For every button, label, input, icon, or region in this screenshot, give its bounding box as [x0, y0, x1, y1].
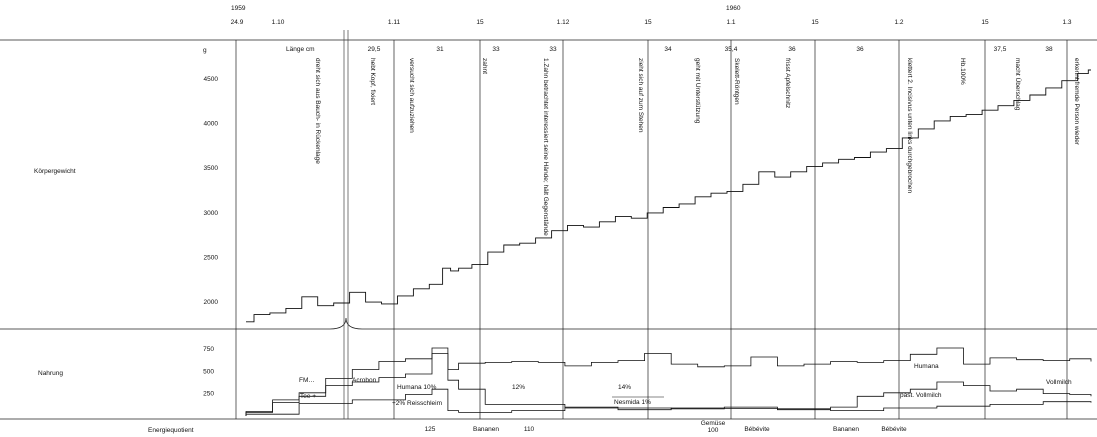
length-value: 33 [549, 46, 557, 53]
length-value: 34 [664, 46, 672, 53]
date-tick-label: 24.9 [231, 19, 244, 26]
year-label-1960: 1960 [726, 5, 741, 12]
energy-value: Bananen [473, 426, 499, 433]
food-annotation: Nesmida 1% [614, 399, 651, 406]
date-tick-label: 15 [811, 19, 819, 26]
length-value: 33 [492, 46, 500, 53]
food-annotation: +2% Reisschleim [392, 400, 442, 407]
date-tick-label: 1.3 [1062, 19, 1071, 26]
food-y-tick: 250 [203, 391, 214, 398]
weight-y-tick: 4500 [204, 76, 219, 83]
weight-series-line [246, 69, 1091, 323]
length-value: 38 [1045, 46, 1053, 53]
food-annotation: 12% [512, 384, 525, 391]
date-tick-label: 1.2 [894, 19, 903, 26]
food-panel-label: Nahrung [38, 370, 63, 377]
weight-y-tick: 2000 [204, 299, 219, 306]
event-label: versucht sich aufzuziehen [408, 58, 415, 133]
food-annotation: Acrobon [352, 377, 377, 384]
date-tick-label: 1.10 [272, 19, 285, 26]
weight-y-tick: 3500 [204, 165, 219, 172]
food-annotation: Tee + [300, 393, 316, 400]
event-label: zahnt [481, 58, 488, 74]
weight-y-tick: 4000 [204, 121, 219, 128]
event-label: 1.Zahn betrachtet interessiert seine Hän… [542, 58, 549, 236]
weight-y-tick: 3000 [204, 210, 219, 217]
weight-unit: g [203, 47, 207, 54]
energy-value: 100 [708, 427, 719, 434]
energy-value: Bébévite [744, 426, 770, 433]
food-annotation: Humana 10% [397, 384, 437, 391]
food-annotation: past. Vollmilch [900, 392, 942, 399]
event-label: Skelett-Röntgen [733, 58, 740, 105]
date-tick-label: 15 [644, 19, 652, 26]
energy-value: 110 [524, 426, 535, 433]
food-annotation: Humana [914, 363, 939, 370]
energy-value: Bébévite [881, 426, 907, 433]
length-value: 29,5 [368, 46, 381, 53]
axis-break [343, 30, 349, 419]
food-annotation: Vollmilch [1046, 379, 1072, 386]
date-tick-label: 1.11 [388, 19, 401, 26]
length-value: 36 [788, 46, 796, 53]
event-label: geht mit Unterstützung [694, 58, 701, 124]
date-tick-label: 1.1 [726, 19, 735, 26]
event-label: hebt Kopf, fixiert [369, 58, 376, 105]
food-series-3 [245, 388, 1092, 416]
panel-divider [0, 317, 1097, 330]
energy-value: Gemüse [701, 420, 726, 427]
event-label: zieht sich auf zum Stehen [637, 58, 644, 133]
food-series-2 [245, 353, 1092, 416]
energy-label: Energiequotient [148, 427, 194, 434]
year-label-1959: 1959 [231, 5, 246, 12]
length-value: 37,5 [994, 46, 1007, 53]
event-label: macht Überschlag [1014, 58, 1022, 111]
length-title: Länge cm [286, 46, 315, 53]
date-tick-label: 1.12 [557, 19, 570, 26]
food-y-tick: 500 [203, 368, 214, 375]
length-value: 36 [856, 46, 864, 53]
event-label: klettert 2. Incisivus unten links durchg… [906, 58, 913, 194]
date-header: 1959 1960 24.9 1.10 1.11 15 1.12 15 1.1 15 1.2 15… [231, 5, 1072, 26]
date-tick-label: 15 [476, 19, 484, 26]
date-tick-label: 15 [981, 19, 989, 26]
event-label: frisst Apfelschnitz [784, 58, 791, 108]
energy-value: Bananen [833, 426, 859, 433]
event-label: erkennt fremde Person wieder [1073, 58, 1080, 146]
food-y-tick: 750 [203, 346, 214, 353]
food-annotation: 14% [618, 384, 631, 391]
event-label: Hb.100% [959, 58, 966, 85]
weight-panel-label: Körpergewicht [34, 168, 76, 175]
food-annotation: FM… [299, 377, 315, 384]
event-label: dreht sich aus Bauch- in Rückenlage [314, 58, 321, 164]
weight-y-tick: 2500 [204, 255, 219, 262]
food-series-1 [245, 347, 1092, 416]
energy-value: 125 [425, 426, 436, 433]
length-value: 31 [436, 46, 444, 53]
